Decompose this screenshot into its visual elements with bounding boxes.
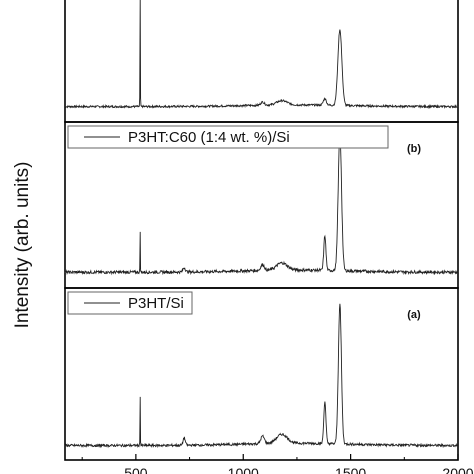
panel-frame <box>64 287 459 461</box>
x-tick-label: 500 <box>124 465 148 474</box>
x-tick-label: 1000 <box>228 465 259 474</box>
y-axis-label: Intensity (arb. units) <box>12 162 33 329</box>
panel-tag: (b) <box>407 143 421 155</box>
legend-label: P3HT:C60 (1:4 wt. %)/Si <box>128 129 290 146</box>
x-tick-label: 2000 <box>442 465 473 474</box>
legend-label: P3HT/Si <box>128 295 184 312</box>
spectrum-line-3 <box>64 303 459 449</box>
spectrum-line-1 <box>64 0 459 110</box>
panel-tag: (a) <box>407 309 421 321</box>
x-tick-label: 1500 <box>335 465 366 474</box>
x-axis: 500 1000 1500 2000 <box>81 454 474 474</box>
panel-1 <box>64 0 459 123</box>
spectrum-line-2 <box>64 133 459 276</box>
legend-2: P3HT:C60 (1:4 wt. %)/Si <box>67 125 389 149</box>
legend-3: P3HT/Si <box>67 291 193 315</box>
panel-2: P3HT:C60 (1:4 wt. %)/Si (b) <box>64 121 459 289</box>
panels: P3HT:C60 (1:4 wt. %)/Si (b) P3HT/Si (a) <box>64 0 459 461</box>
legend-box <box>67 291 193 315</box>
panel-3: P3HT/Si (a) <box>64 287 459 461</box>
legend-box <box>67 125 389 149</box>
